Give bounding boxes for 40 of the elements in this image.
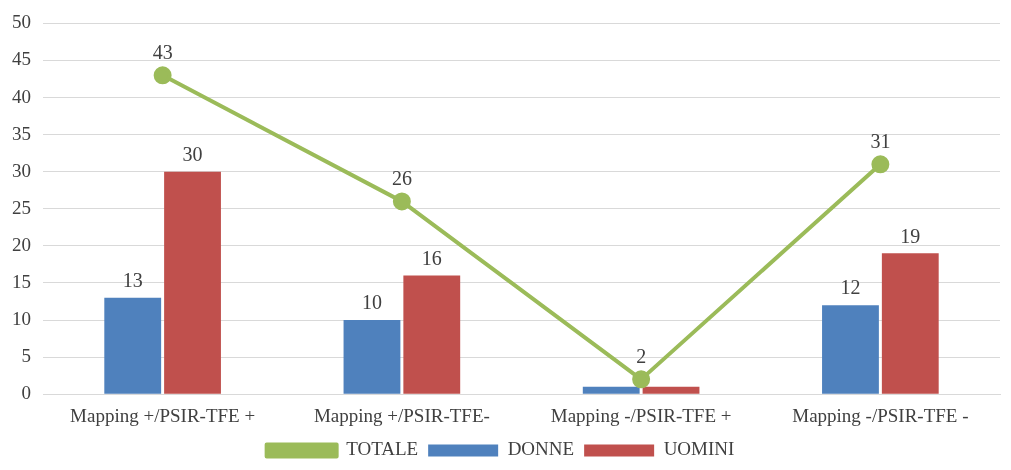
y-tick-label: 20: [12, 233, 31, 255]
data-label: 12: [840, 276, 861, 299]
bar: [642, 386, 700, 394]
x-tick-label: Mapping -/PSIR-TFE -: [792, 404, 969, 426]
y-tick-label: 40: [12, 85, 31, 107]
data-label: 2: [636, 344, 647, 367]
legend-label: DONNE: [507, 438, 575, 460]
bar: [582, 386, 640, 394]
point: [632, 370, 651, 389]
legend-label: UOMINI: [663, 438, 735, 460]
bar: [822, 305, 879, 394]
y-tick-label: 35: [12, 122, 31, 144]
y-tick-label: 50: [12, 11, 31, 33]
point: [871, 155, 890, 174]
point: [153, 66, 172, 85]
data-label: 10: [361, 291, 382, 314]
data-label: 43: [152, 40, 173, 63]
y-tick-label: 0: [21, 382, 31, 404]
y-tick-label: 10: [12, 308, 31, 330]
legend-label: TOTALE: [346, 438, 419, 460]
data-label: 26: [391, 166, 412, 189]
x-tick-label: Mapping +/PSIR-TFE +: [70, 404, 256, 426]
data-label: 31: [870, 129, 891, 152]
bar: [343, 320, 401, 394]
bar: [164, 171, 221, 394]
data-label: 19: [900, 224, 921, 247]
x-tick-label: Mapping -/PSIR-TFE +: [550, 404, 732, 426]
data-label: 30: [182, 142, 203, 165]
y-tick-label: 30: [12, 159, 31, 181]
bar: [104, 297, 162, 394]
bar: [403, 275, 461, 394]
bar: [881, 253, 939, 394]
x-tick-label: Mapping +/PSIR-TFE-: [313, 404, 490, 426]
y-tick-label: 45: [12, 48, 31, 70]
point: [392, 192, 411, 211]
data-label: 13: [122, 269, 143, 292]
y-tick-label: 15: [12, 270, 31, 292]
data-label: 16: [421, 246, 442, 269]
y-tick-label: 25: [12, 196, 31, 218]
y-tick-label: 5: [21, 345, 31, 367]
